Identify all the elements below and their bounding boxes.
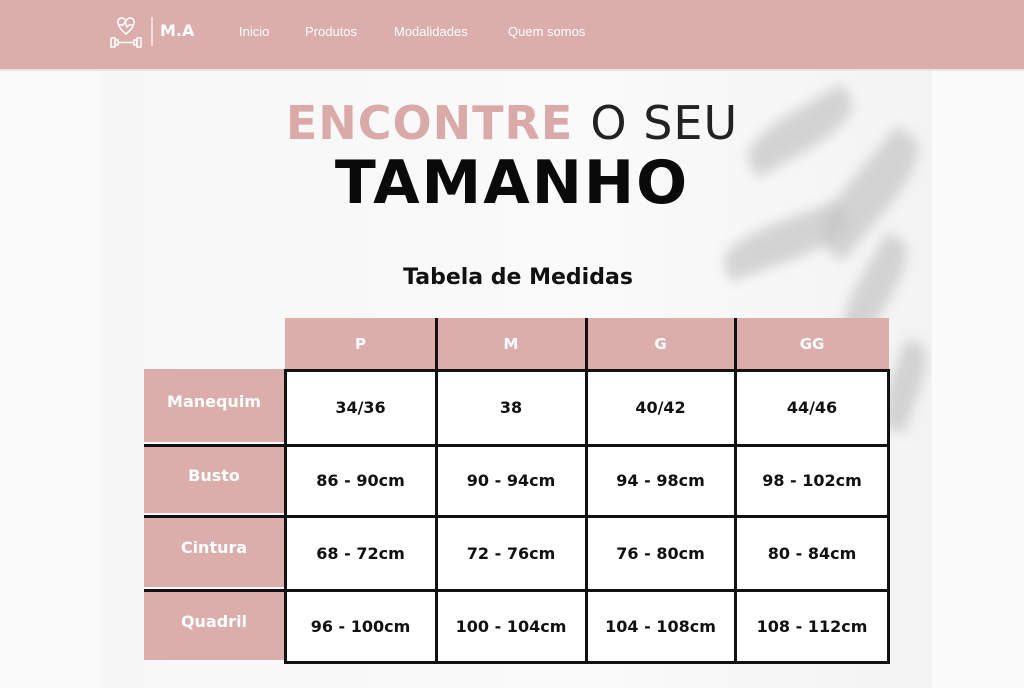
table-cell: 96 - 100cm <box>310 617 411 636</box>
table-title: Tabela de Medidas <box>403 265 633 290</box>
table-cell: 44/46 <box>786 397 838 417</box>
heart-dumbbell-icon[interactable] <box>108 16 144 50</box>
column-divider <box>734 318 737 664</box>
table-cell: 104 - 108cm <box>605 617 716 636</box>
row-header: Quadril <box>144 590 284 660</box>
column-header: M <box>436 318 586 369</box>
hero-title-line2: TAMANHO <box>334 148 690 218</box>
table-cell: 108 - 112cm <box>756 617 868 636</box>
column-header: P <box>285 318 436 369</box>
row-divider <box>144 589 890 592</box>
row-header: Manequim <box>144 369 284 442</box>
row-divider <box>144 444 890 447</box>
top-nav: M.A Inicio Produtos Modalidades Quem som… <box>0 0 1024 71</box>
nav-modalidades[interactable]: Modalidades <box>394 24 468 39</box>
logo-divider <box>151 17 153 46</box>
table-cell: 68 - 72cm <box>316 543 405 563</box>
nav-quem-somos[interactable]: Quem somos <box>508 24 586 39</box>
nav-inicio[interactable]: Inicio <box>239 24 270 39</box>
table-cell: 80 - 84cm <box>767 543 857 563</box>
table-cell: 94 - 98cm <box>616 471 705 490</box>
table-cell: 90 - 94cm <box>466 471 556 490</box>
table-cell: 72 - 76cm <box>466 543 556 563</box>
row-header: Busto <box>144 445 284 513</box>
table-cell: 38 <box>499 397 523 417</box>
table-cell: 100 - 104cm <box>455 617 567 636</box>
hero-title-dark: O SEU <box>590 96 739 150</box>
hero-title-line1: ENCONTRE O SEU <box>0 96 1024 150</box>
table-cell: 86 - 90cm <box>316 471 405 490</box>
column-divider <box>435 318 438 664</box>
row-divider <box>144 515 890 518</box>
brand-name[interactable]: M.A <box>160 21 195 40</box>
hero-title-pink: ENCONTRE <box>285 96 574 150</box>
column-divider <box>585 318 588 664</box>
nav-produtos[interactable]: Produtos <box>305 24 358 39</box>
table-cell: 76 - 80cm <box>616 543 705 563</box>
row-header: Cintura <box>144 516 284 587</box>
table-cell: 34/36 <box>335 397 386 417</box>
table-cell: 98 - 102cm <box>762 471 862 490</box>
column-header: G <box>586 318 735 369</box>
column-header: GG <box>735 318 889 369</box>
table-cell: 40/42 <box>635 397 686 417</box>
